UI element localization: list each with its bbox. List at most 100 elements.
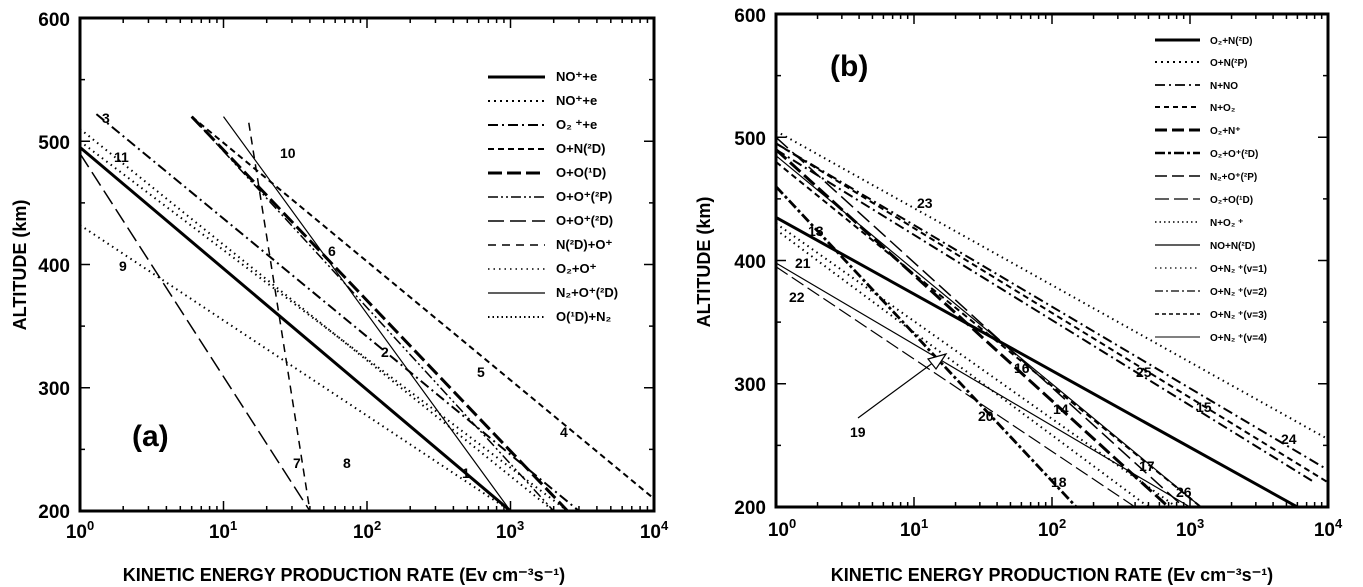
legend-b-label-12: O+N₂ ⁺(v=2): [1210, 287, 1267, 298]
ytick-label-400: 400: [38, 256, 70, 277]
xtick-label-1e3: 103: [1176, 516, 1204, 541]
xtick-label-1e4: 104: [1314, 516, 1343, 541]
curve-label-19: 19: [850, 424, 866, 440]
series-line-10: [223, 116, 511, 512]
curve-label-20: 20: [978, 408, 994, 424]
panel-a: 200 300 400 500 600 100 101 102 103 104 …: [10, 10, 669, 585]
legend-b-label-7: N₂+O⁺(²P): [1210, 172, 1257, 183]
ytick-label-200: 200: [38, 502, 70, 523]
series-line-6: [191, 116, 555, 512]
legend-b-label-8: O₂+O(¹D): [1210, 195, 1253, 206]
series-line-19: [775, 136, 1185, 508]
ytick-label-500: 500: [734, 129, 766, 150]
legend-a: NO⁺+e NO⁺+e O₂ ⁺+e O+N(²D) O+O(¹D) O+O⁺(…: [488, 69, 618, 324]
curve-label-16: 16: [1014, 360, 1030, 376]
series-line-18: [774, 185, 1078, 508]
ytick-label-600: 600: [734, 6, 766, 27]
series-line-8: [248, 122, 311, 512]
ytick-label-300: 300: [734, 375, 766, 396]
legend-a-label-4: O+N(²D): [556, 141, 605, 156]
panel-label: (a): [132, 420, 169, 453]
curve-label-7: 7: [293, 455, 301, 471]
panel-b-curves: [774, 130, 1329, 509]
y-axis-label: ALTITUDE (km): [10, 200, 30, 331]
legend-b-label-9: N+O₂ ⁺: [1210, 218, 1243, 229]
xtick-label-1e1: 101: [209, 518, 237, 543]
curve-label-17: 17: [1139, 458, 1155, 474]
curve-label-9: 9: [119, 258, 127, 274]
series-line-25: [775, 142, 1329, 484]
curve-label-6: 6: [328, 243, 336, 259]
curve-label-25: 25: [1136, 364, 1152, 380]
annotation-arrowhead-19: [926, 352, 948, 371]
curve-label-1: 1: [462, 465, 470, 481]
curve-label-11: 11: [114, 149, 129, 165]
curve-label-15: 15: [1196, 399, 1212, 415]
series-line-1: [79, 146, 512, 513]
legend-a-label-5: O+O(¹D): [556, 165, 606, 180]
legend-b-label-5: O₂+N⁺: [1210, 126, 1241, 137]
xtick-label-1e3: 103: [496, 518, 524, 543]
ytick-label-200: 200: [734, 498, 766, 519]
legend-b: O₂+N(²D) O+N(²P) N+NO N+O₂ O₂+N⁺ O₂+O⁺(²…: [1155, 36, 1267, 344]
legend-a-label-3: O₂ ⁺+e: [556, 117, 597, 132]
series-line-21: [775, 228, 1150, 508]
curve-label-2: 2: [381, 344, 389, 360]
ytick-label-500: 500: [38, 133, 70, 154]
legend-a-label-10: N₂+O⁺(²D): [556, 285, 618, 300]
ytick-label-400: 400: [734, 252, 766, 273]
xtick-label-1e2: 102: [1038, 516, 1066, 541]
series-line-15: [775, 148, 1316, 484]
series-line-5: [190, 115, 569, 513]
panel-label: (b): [830, 50, 868, 83]
y-axis-label: ALTITUDE (km): [694, 197, 714, 328]
curve-label-21: 21: [795, 255, 811, 271]
legend-a-label-9: O₂+O⁺: [556, 261, 597, 276]
series-line-23: [775, 130, 1329, 441]
series-line-17: [774, 148, 1170, 509]
panel-b: 200 300 400 500 600 100 101 102 103 104 …: [694, 6, 1343, 585]
xtick-label-1e4: 104: [640, 518, 669, 543]
legend-b-label-3: N+NO: [1210, 81, 1238, 92]
legend-a-label-1: NO⁺+e: [556, 69, 597, 84]
series-line-13: [775, 216, 1299, 509]
curve-label-22: 22: [789, 289, 805, 305]
curve-label-3: 3: [102, 110, 110, 126]
annotation-arrow-19: [857, 361, 935, 419]
legend-a-label-7: O+O⁺(²D): [556, 213, 613, 228]
curve-label-23: 23: [917, 195, 933, 211]
series-line-22: [775, 262, 1191, 508]
curve-label-10: 10: [280, 145, 296, 161]
xtick-label-1e2: 102: [353, 518, 381, 543]
series-line-2: [79, 128, 555, 512]
curve-label-18: 18: [1051, 474, 1067, 490]
curve-label-4: 4: [560, 424, 568, 440]
legend-a-label-6: O+O⁺(²P): [556, 189, 612, 204]
series-line-16: [775, 161, 1202, 508]
xtick-label-1e1: 101: [900, 516, 928, 541]
curve-label-13: 13: [808, 223, 824, 239]
ytick-label-300: 300: [38, 379, 70, 400]
series-line-7: [79, 153, 311, 512]
legend-b-label-13: O+N₂ ⁺(v=3): [1210, 310, 1267, 321]
legend-b-label-1: O₂+N(²D): [1210, 36, 1253, 47]
ytick-label-600: 600: [38, 10, 70, 31]
legend-b-label-6: O₂+O⁺(²D): [1210, 149, 1258, 160]
curve-label-8: 8: [343, 455, 351, 471]
legend-b-label-11: O+N₂ ⁺(v=1): [1210, 264, 1267, 275]
curve-label-24: 24: [1281, 431, 1297, 447]
legend-b-label-2: O+N(²P): [1210, 58, 1248, 69]
curve-label-14: 14: [1053, 401, 1069, 417]
legend-b-label-4: N+O₂: [1210, 103, 1235, 114]
legend-a-label-2: NO⁺+e: [556, 93, 597, 108]
series-line-26: [775, 155, 1202, 508]
legend-a-label-8: N(²D)+O⁺: [556, 237, 612, 252]
legend-a-label-11: O(¹D)+N₂: [556, 309, 611, 324]
xtick-label-1e0: 100: [768, 516, 796, 541]
series-line-24: [775, 142, 1329, 471]
panel-b-ticks: [775, 13, 1328, 508]
x-axis-label: KINETIC ENERGY PRODUCTION RATE (Ev cm⁻³s…: [831, 565, 1273, 585]
x-axis-label: KINETIC ENERGY PRODUCTION RATE (Ev cm⁻³s…: [123, 565, 565, 585]
series-line-20: [775, 266, 1136, 508]
